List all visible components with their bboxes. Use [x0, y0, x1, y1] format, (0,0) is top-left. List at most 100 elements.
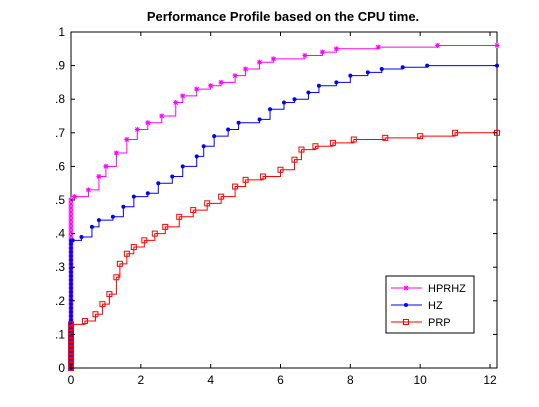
x-tick-label: 0	[68, 373, 75, 387]
data-point-hprhz	[302, 53, 308, 59]
data-point-hprhz	[68, 205, 74, 211]
data-point-prp	[218, 193, 225, 200]
data-point-hz	[69, 294, 73, 298]
data-point-hprhz	[68, 233, 74, 239]
data-point-prp	[176, 213, 183, 220]
x-tick-label: 6	[277, 373, 284, 387]
data-point-hz	[69, 310, 73, 314]
data-point-hz	[400, 65, 405, 70]
data-point-prp	[452, 129, 459, 136]
data-point-hprhz	[180, 93, 186, 99]
y-tick-label: .6	[55, 159, 65, 173]
data-point-hprhz	[173, 100, 179, 106]
data-point-prp	[277, 166, 284, 173]
data-point-hz	[170, 174, 175, 179]
data-point-hprhz	[232, 73, 238, 79]
data-point-hprhz	[159, 113, 165, 119]
data-point-hz	[212, 134, 217, 139]
data-point-hprhz	[319, 49, 325, 55]
data-point-hprhz	[145, 120, 151, 126]
data-point-hprhz	[218, 79, 224, 85]
y-tick-label: .7	[55, 126, 65, 140]
data-point-prp	[162, 223, 169, 230]
data-point-prp	[68, 321, 74, 328]
x-tick-label: 4	[207, 373, 214, 387]
data-point-prp	[350, 136, 357, 143]
data-point-hz	[69, 250, 73, 254]
data-point-hz	[156, 181, 161, 186]
data-point-hz	[96, 218, 101, 223]
data-point-prp	[260, 173, 267, 180]
data-point-hz	[334, 80, 339, 85]
data-point-hprhz	[68, 229, 74, 235]
data-point-prp	[312, 143, 319, 150]
data-point-hz	[69, 286, 73, 290]
legend-label-hprhz: HPRHZ	[428, 283, 466, 295]
y-tick-label: .8	[55, 92, 65, 106]
data-point-hz	[131, 194, 136, 199]
x-tick-label: 12	[483, 373, 497, 387]
data-point-prp	[123, 250, 130, 257]
data-point-hz	[69, 242, 73, 246]
data-point-hz	[226, 127, 231, 132]
data-point-hprhz	[68, 213, 74, 219]
data-point-prp	[68, 337, 74, 343]
data-point-hz	[69, 318, 73, 322]
data-point-hprhz	[124, 137, 130, 143]
data-point-hprhz	[271, 56, 277, 62]
y-tick-label: .9	[55, 59, 65, 73]
data-point-prp	[130, 244, 137, 251]
data-point-hz	[69, 306, 73, 310]
legend-label-hz: HZ	[428, 300, 443, 312]
data-point-hz	[69, 282, 73, 286]
data-point-prp	[68, 345, 74, 351]
data-point-hz	[306, 90, 311, 95]
x-tick-label: 10	[414, 373, 428, 387]
chart-title: Performance Profile based on the CPU tim…	[147, 9, 419, 24]
data-point-hprhz	[494, 42, 500, 48]
data-point-hz	[89, 224, 94, 229]
data-point-hprhz	[68, 201, 74, 207]
legend-marker-prp	[403, 319, 409, 325]
data-point-prp	[151, 230, 158, 237]
legend-item-prp: PRP	[391, 317, 451, 329]
data-point-prp	[81, 317, 88, 324]
y-tick-label: .3	[55, 260, 65, 274]
data-point-hprhz	[68, 209, 74, 215]
data-point-prp	[291, 156, 298, 163]
y-tick-label: .2	[55, 294, 65, 308]
series-line-hprhz	[70, 44, 497, 368]
data-point-hz	[69, 278, 73, 282]
data-point-prp	[329, 139, 336, 146]
data-point-hz	[70, 238, 75, 243]
legend-marker-hz	[404, 303, 408, 307]
y-tick-label: .1	[55, 327, 65, 341]
data-point-hz	[316, 83, 321, 88]
data-point-hz	[379, 66, 384, 71]
data-point-hz	[292, 97, 297, 102]
axis-layer: 0 2 4 6 8 10 12 0 .1 .2 .3 .4 .5 .6 .7 .8 .9 1	[55, 25, 497, 387]
data-point-prp	[68, 333, 74, 339]
data-point-prp	[92, 311, 99, 318]
data-point-prp	[68, 357, 74, 363]
data-point-prp	[141, 237, 148, 244]
data-point-prp	[116, 260, 123, 267]
y-tick-label: 1	[58, 25, 65, 39]
legend-item-hprhz: HPRHZ	[391, 283, 466, 295]
data-point-hprhz	[71, 194, 77, 200]
data-point-hz	[145, 191, 150, 196]
data-point-prp	[232, 183, 239, 190]
data-point-prp	[113, 274, 120, 281]
data-point-hprhz	[333, 46, 339, 52]
data-point-hz	[69, 270, 73, 274]
y-tick-label: 0	[58, 361, 65, 375]
data-point-hprhz	[85, 187, 91, 193]
legend-label-prp: PRP	[428, 317, 451, 329]
data-point-prp	[68, 353, 74, 359]
data-point-hz	[69, 302, 73, 306]
legend: HPRHZ HZ PRP	[385, 275, 475, 334]
data-point-hz	[69, 262, 73, 266]
y-tick-label: .5	[55, 193, 65, 207]
data-point-prp	[382, 134, 389, 141]
